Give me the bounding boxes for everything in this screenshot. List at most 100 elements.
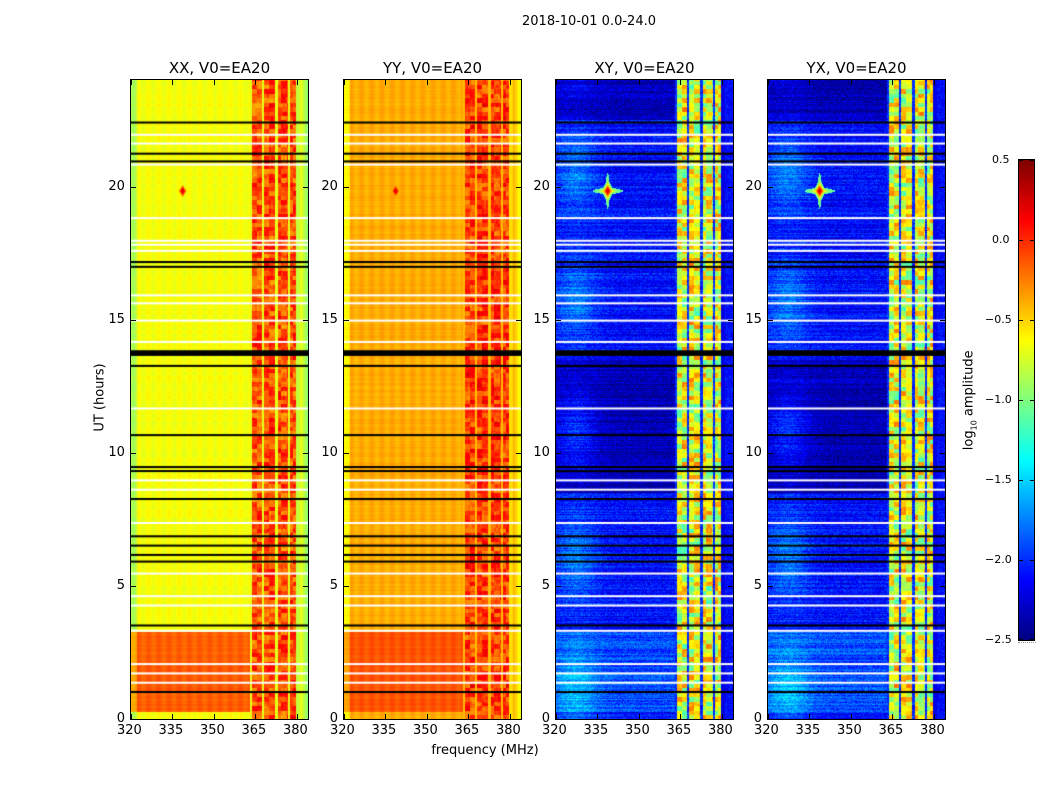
x-tick-mark: [809, 714, 811, 719]
y-tick-label: 10: [108, 444, 125, 460]
x-tick-mark: [296, 714, 298, 719]
x-tick-mark: [721, 714, 723, 719]
colorbar-tick-mark: [1019, 480, 1023, 481]
x-tick-mark: [933, 80, 935, 85]
heatmap-panel-yx: [767, 79, 946, 720]
x-tick-mark: [344, 714, 345, 719]
y-tick-label: 5: [541, 577, 550, 593]
y-tick-mark: [516, 719, 521, 720]
y-tick-mark: [344, 452, 349, 454]
x-tick-mark: [426, 714, 428, 719]
y-tick-mark: [131, 319, 136, 321]
y-tick-mark: [768, 719, 773, 720]
y-tick-mark: [556, 719, 561, 720]
colorbar-extend-marker: [1018, 642, 1036, 643]
colorbar-tick-mark: [1030, 320, 1034, 321]
y-tick-mark: [303, 186, 308, 188]
x-tick-label: 365: [878, 723, 904, 738]
colorbar-label: log10 amplitude: [961, 350, 979, 451]
y-tick-mark: [131, 585, 136, 587]
x-tick-mark: [385, 80, 387, 85]
y-tick-mark: [516, 452, 521, 454]
x-tick-mark: [556, 714, 557, 719]
y-tick-label: 20: [321, 178, 338, 194]
y-tick-label: 15: [108, 311, 125, 327]
x-tick-label: 380: [282, 723, 308, 738]
y-tick-mark: [556, 186, 561, 188]
x-tick-label: 320: [542, 723, 567, 738]
x-tick-label: 350: [199, 723, 225, 738]
x-tick-mark: [509, 80, 511, 85]
x-tick-label: 365: [454, 723, 480, 738]
colorbar-tick-mark: [1019, 240, 1023, 241]
colorbar: [1018, 159, 1035, 641]
colorbar-gradient: [1019, 160, 1034, 640]
x-tick-mark: [131, 714, 132, 719]
y-tick-label: 10: [321, 444, 338, 460]
x-tick-mark: [933, 714, 935, 719]
x-tick-mark: [850, 80, 852, 85]
colorbar-tick-label: −1.5: [985, 473, 1012, 486]
y-tick-label: 15: [321, 311, 338, 327]
y-tick-label: 0: [753, 711, 762, 726]
x-tick-mark: [556, 80, 557, 85]
x-tick-mark: [255, 80, 257, 85]
x-tick-label: 380: [919, 723, 945, 738]
x-tick-label: 350: [624, 723, 650, 738]
y-tick-mark: [940, 186, 945, 188]
panel-title: YY, V0=EA20: [382, 59, 483, 77]
heatmap-image: [131, 80, 308, 719]
colorbar-tick-label: 0.0: [992, 233, 1010, 246]
colorbar-tick-mark: [1030, 560, 1034, 561]
y-tick-label: 0: [541, 711, 550, 726]
y-axis-label: UT (hours): [92, 363, 108, 432]
x-tick-mark: [213, 714, 215, 719]
x-tick-mark: [344, 80, 345, 85]
y-tick-mark: [131, 719, 136, 720]
y-tick-mark: [303, 719, 308, 720]
colorbar-tick-mark: [1030, 639, 1034, 640]
y-tick-mark: [344, 319, 349, 321]
x-tick-label: 335: [158, 723, 184, 738]
colorbar-tick-label: 0.5: [992, 153, 1010, 166]
x-tick-label: 320: [754, 723, 779, 738]
y-tick-mark: [768, 585, 773, 587]
x-tick-mark: [597, 714, 599, 719]
heatmap-panel-xy: [555, 79, 734, 720]
colorbar-tick-label: −2.0: [985, 553, 1012, 566]
x-tick-mark: [426, 80, 428, 85]
colorbar-tick-mark: [1019, 320, 1023, 321]
y-tick-label: 5: [329, 577, 338, 593]
heatmap-panel-xx: [130, 79, 309, 720]
y-tick-mark: [131, 452, 136, 454]
x-tick-mark: [892, 714, 894, 719]
x-tick-mark: [721, 80, 723, 85]
y-tick-mark: [768, 319, 773, 321]
x-tick-label: 335: [371, 723, 397, 738]
colorbar-tick-mark: [1030, 480, 1034, 481]
y-tick-label: 20: [533, 178, 550, 194]
x-tick-mark: [296, 80, 298, 85]
y-tick-mark: [303, 319, 308, 321]
x-tick-mark: [172, 714, 174, 719]
x-tick-mark: [597, 80, 599, 85]
x-tick-label: 350: [412, 723, 438, 738]
x-tick-label: 320: [330, 723, 355, 738]
y-tick-mark: [516, 319, 521, 321]
x-axis-label: frequency (MHz): [431, 743, 539, 758]
y-tick-mark: [728, 452, 733, 454]
x-tick-label: 380: [495, 723, 521, 738]
heatmap-image: [768, 80, 945, 719]
x-tick-mark: [638, 80, 640, 85]
x-tick-mark: [638, 714, 640, 719]
colorbar-tick-mark: [1019, 400, 1023, 401]
x-tick-mark: [768, 714, 769, 719]
y-tick-mark: [768, 186, 773, 188]
x-tick-mark: [255, 714, 257, 719]
y-tick-mark: [516, 585, 521, 587]
colorbar-tick-mark: [1019, 160, 1023, 161]
x-tick-label: 350: [836, 723, 862, 738]
x-tick-mark: [385, 714, 387, 719]
x-tick-mark: [850, 714, 852, 719]
y-tick-mark: [344, 719, 349, 720]
